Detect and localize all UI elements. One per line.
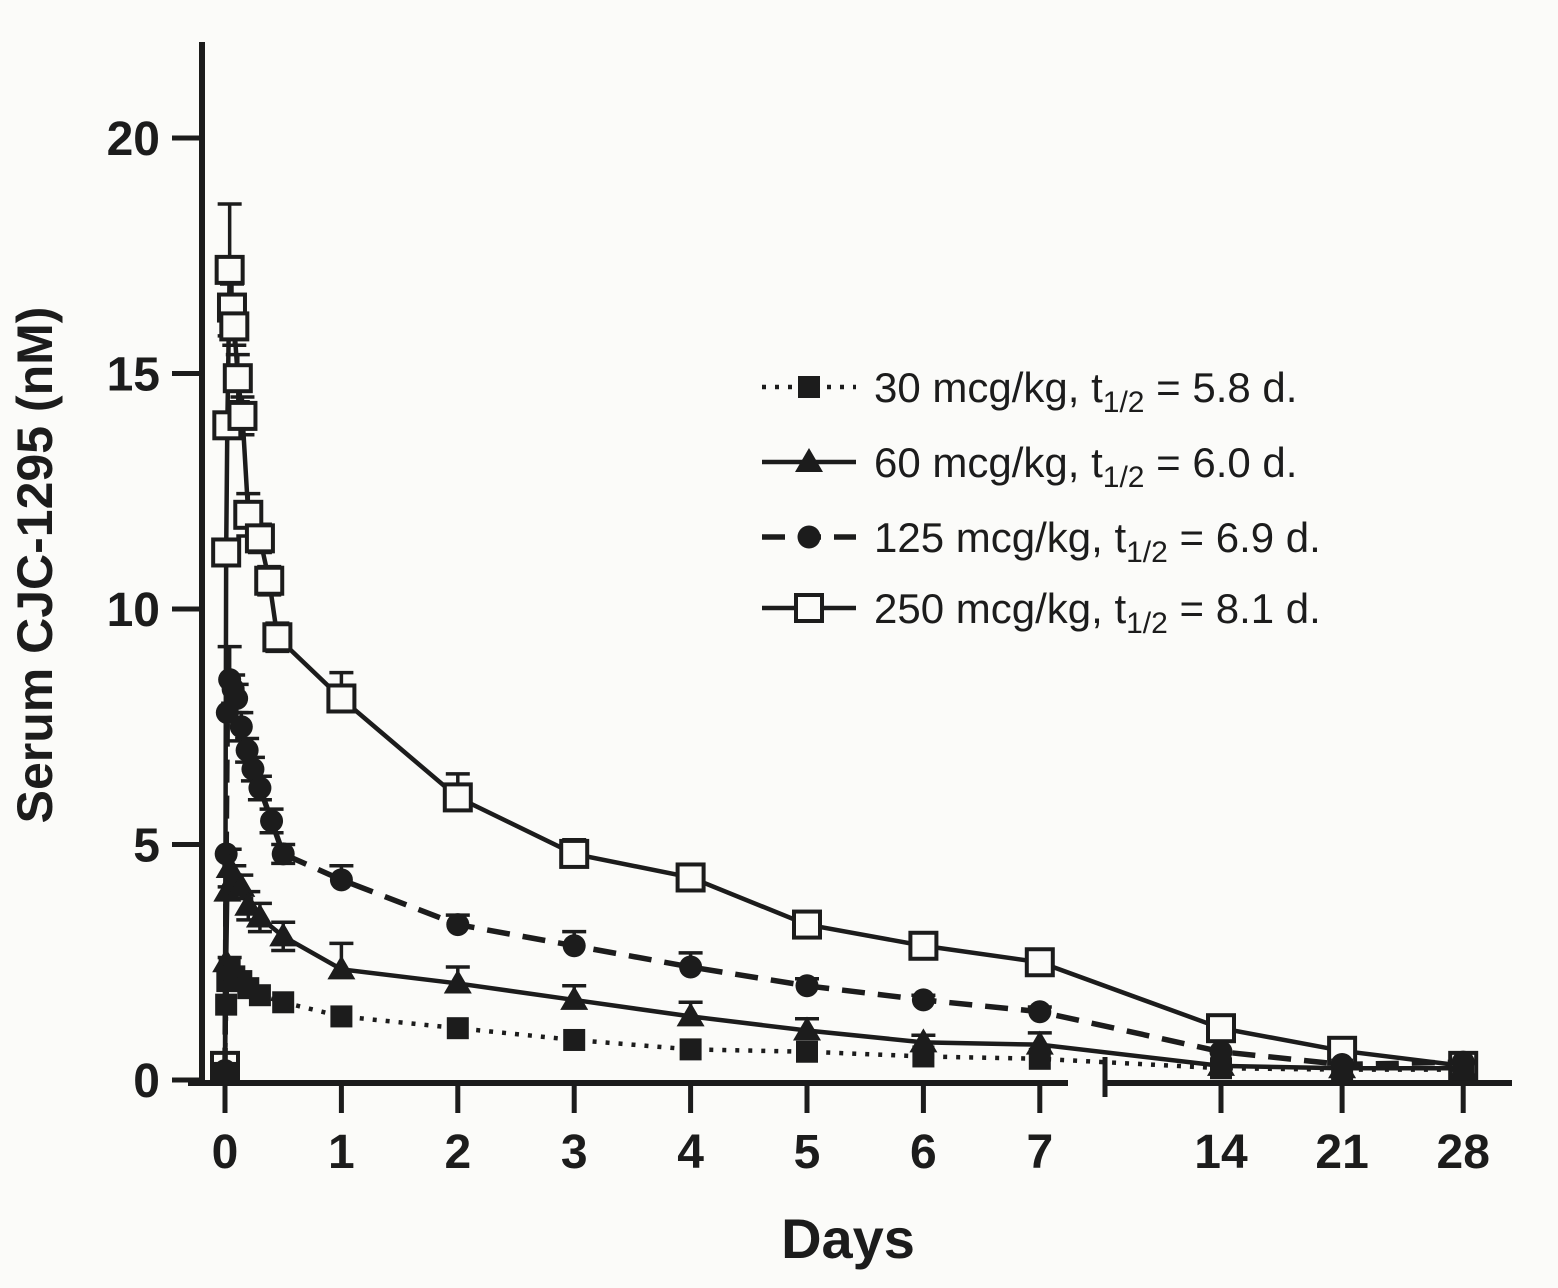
x-tick-label-5: 5: [794, 1126, 821, 1179]
marker-filled-circle: [1028, 1000, 1052, 1024]
legend-label: 30 mcg/kg, t1/2 = 5.8 d.: [874, 364, 1297, 419]
marker-filled-circle: [225, 686, 249, 710]
marker-open-square: [222, 363, 253, 394]
marker-filled-circle: [260, 809, 284, 833]
x-tick-label-1: 1: [328, 1126, 355, 1179]
legend-entry-250-mcg-kg: 250 mcg/kg, t1/2 = 8.1 d.: [762, 585, 1321, 640]
marker-filled-square: [563, 1028, 586, 1051]
marker-filled-triangle: [443, 969, 472, 994]
marker-filled-square: [1028, 1047, 1051, 1070]
y-tick-label-10: 10: [107, 584, 160, 637]
series-30-mcg-kg: [214, 955, 1475, 1084]
marker-filled-circle: [229, 715, 253, 739]
marker-filled-square: [1452, 1058, 1475, 1081]
x-tick-label-3: 3: [561, 1126, 588, 1179]
marker-open-square: [792, 909, 822, 940]
marker-filled-triangle: [327, 955, 356, 980]
marker-filled-circle: [679, 955, 703, 979]
marker-filled-circle: [795, 974, 819, 998]
marker-filled-circle: [248, 776, 272, 800]
series-125-mcg-kg-markers: [213, 668, 1475, 1083]
x-tick-label-4: 4: [677, 1126, 704, 1179]
marker-open-square: [675, 862, 706, 893]
legend-label: 60 mcg/kg, t1/2 = 6.0 d.: [874, 439, 1297, 494]
marker-filled-circle: [329, 868, 353, 892]
x-tick-label-21: 21: [1315, 1126, 1368, 1179]
marker-filled-circle: [911, 988, 935, 1012]
marker-open-square: [442, 782, 473, 813]
legend-marker-open-square: [794, 593, 824, 623]
marker-filled-square: [446, 1017, 469, 1040]
marker-filled-circle: [446, 913, 470, 937]
marker-open-square: [211, 537, 242, 568]
series-125-mcg-kg: [213, 644, 1475, 1083]
marker-filled-square: [679, 1038, 702, 1061]
marker-filled-triangle: [245, 903, 274, 928]
legend-entry-30-mcg-kg: 30 mcg/kg, t1/2 = 5.8 d.: [762, 364, 1297, 419]
y-tick-label-20: 20: [107, 113, 160, 166]
marker-filled-square: [272, 991, 295, 1014]
marker-filled-triangle: [676, 1002, 705, 1027]
marker-filled-circle: [235, 738, 259, 762]
series-60-mcg-kg: [211, 847, 1478, 1081]
x-tick-label-14: 14: [1194, 1126, 1248, 1179]
legend: 30 mcg/kg, t1/2 = 5.8 d. 60 mcg/kg, t1/2 …: [762, 364, 1321, 640]
marker-open-square: [227, 400, 258, 431]
axes: 0 5 10 15 20 0 1 2 3 4 5 6 7 14 21 28: [107, 42, 1512, 1179]
legend-entry-125-mcg-kg: 125 mcg/kg, t1/2 = 6.9 d.: [762, 514, 1321, 569]
x-tick-label-2: 2: [444, 1126, 471, 1179]
y-axis-title: Serum CJC-1295 (nM): [7, 307, 63, 824]
series-250-mcg-kg: [210, 202, 1479, 1081]
y-tick-label-15: 15: [107, 349, 160, 402]
marker-filled-square: [330, 1005, 353, 1028]
x-tick-label-0: 0: [212, 1126, 239, 1179]
marker-filled-square: [912, 1045, 935, 1068]
x-tick-label-28: 28: [1437, 1126, 1490, 1179]
legend-label: 125 mcg/kg, t1/2 = 6.9 d.: [874, 514, 1321, 569]
marker-open-square: [559, 838, 590, 869]
legend-marker-filled-triangle: [795, 448, 823, 472]
marker-filled-circle: [562, 934, 586, 958]
marker-filled-square: [1331, 1058, 1354, 1081]
marker-filled-triangle: [560, 985, 589, 1010]
marker-filled-triangle: [269, 922, 298, 947]
marker-open-square: [908, 930, 939, 961]
marker-filled-triangle: [234, 891, 263, 916]
marker-open-square: [244, 523, 275, 554]
marker-open-square: [1206, 1013, 1236, 1044]
marker-open-square: [254, 565, 285, 596]
x-tick-label-6: 6: [910, 1126, 937, 1179]
marker-filled-square: [214, 1061, 236, 1084]
y-tick-label-5: 5: [133, 820, 160, 873]
series-30-mcg-kg-markers: [214, 958, 1475, 1084]
marker-open-square: [1024, 947, 1055, 978]
x-axis-title: Days: [781, 1207, 915, 1270]
marker-filled-circle: [241, 757, 265, 781]
marker-filled-circle: [271, 842, 295, 866]
marker-open-square: [219, 311, 250, 342]
x-tick-label-7: 7: [1026, 1126, 1053, 1179]
series-60-mcg-kg-markers: [211, 854, 1478, 1081]
marker-filled-square: [1210, 1057, 1232, 1080]
marker-filled-triangle: [227, 872, 256, 897]
legend-marker-filled-square: [798, 376, 820, 398]
series-125-mcg-kg-line: [222, 678, 1464, 1071]
legend-label: 250 mcg/kg, t1/2 = 8.1 d.: [874, 585, 1321, 640]
legend-marker-filled-circle: [797, 525, 821, 549]
marker-filled-triangle: [793, 1016, 821, 1041]
marker-open-square: [262, 622, 293, 653]
marker-filled-square: [215, 993, 238, 1016]
marker-filled-square: [248, 984, 271, 1007]
marker-open-square: [214, 254, 245, 285]
series-250-mcg-kg-line: [222, 269, 1464, 1069]
legend-entry-60-mcg-kg: 60 mcg/kg, t1/2 = 6.0 d.: [762, 439, 1297, 494]
marker-open-square: [326, 683, 357, 714]
marker-filled-square: [796, 1040, 818, 1063]
y-tick-label-0: 0: [133, 1055, 160, 1108]
